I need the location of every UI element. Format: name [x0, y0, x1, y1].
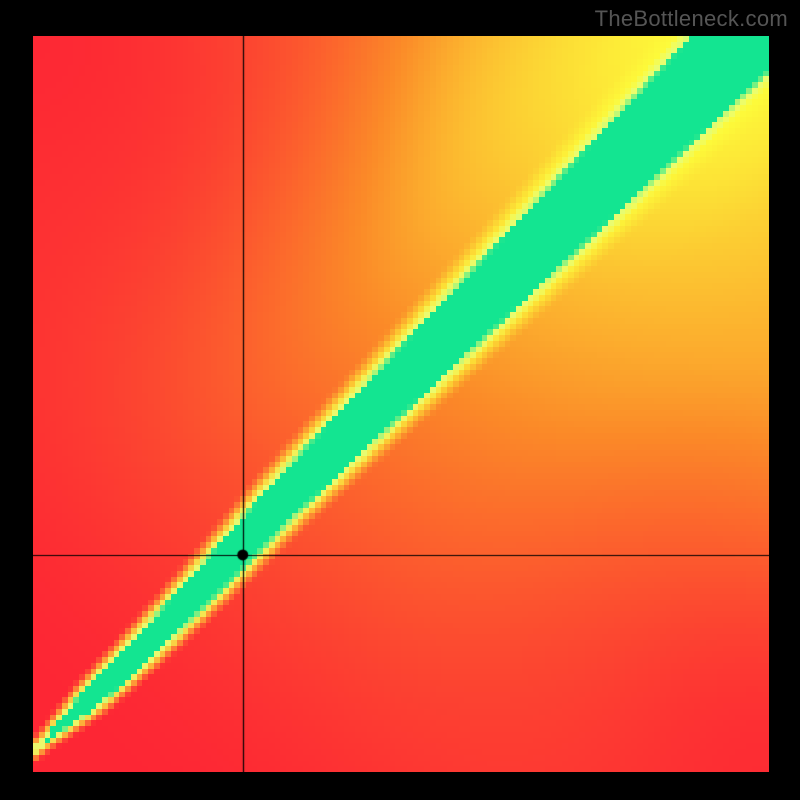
chart-container: TheBottleneck.com	[0, 0, 800, 800]
heatmap-canvas	[33, 36, 769, 772]
watermark-text: TheBottleneck.com	[595, 6, 788, 32]
